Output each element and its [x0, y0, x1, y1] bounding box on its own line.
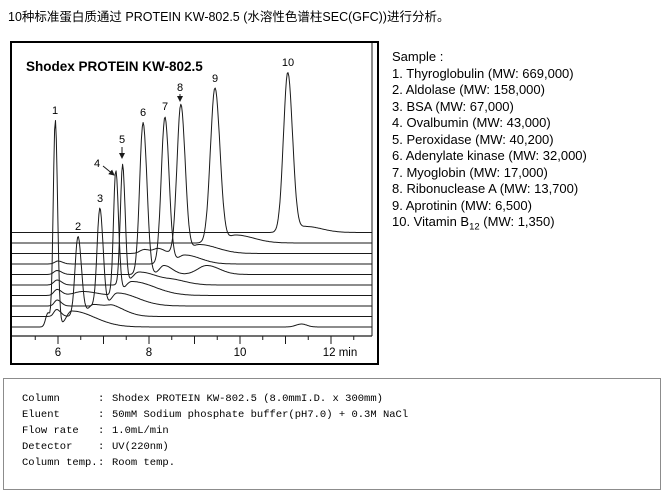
condition-label: Column temp.: [22, 457, 98, 469]
condition-value: UV(220nm): [112, 441, 169, 453]
chromatogram-trace-3: [12, 207, 372, 307]
peak-label-5: 5: [119, 134, 125, 146]
condition-value: 50mM Sodium phosphate buffer(pH7.0) + 0.…: [112, 409, 409, 421]
sample-item: 8. Ribonuclease A (MW: 13,700): [392, 181, 579, 196]
conditions-table: Column: Shodex PROTEIN KW-802.5 (8.0mmI.D…: [3, 378, 661, 490]
chromatogram-trace-8: [12, 103, 372, 254]
condition-separator: :: [98, 393, 105, 405]
chromatogram-panel: 6 8 10 12 min 1 2 3 4 5 6 7 8 9 10 Shodex PROTEIN KW-8…: [10, 41, 379, 365]
peak-label-10: 10: [282, 57, 294, 69]
condition-separator: :: [98, 441, 105, 453]
x-axis-tick-label: 6: [55, 347, 61, 359]
sample-item: 5. Peroxidase (MW: 40,200): [392, 131, 554, 147]
conditions-row: Eluent:50mM Sodium phosphate buffer(pH7.…: [22, 407, 660, 423]
sample-item: 1. Thyroglobulin (MW: 669,000): [392, 65, 574, 81]
chart-title: Shodex PROTEIN KW-802.5: [26, 59, 203, 74]
peak-label-7: 7: [162, 101, 168, 113]
sample-list: 1. Thyroglobulin (MW: 669,000) 2. Aldolas…: [392, 65, 664, 233]
peak-label-1: 1: [52, 105, 58, 117]
sample-item: 3. BSA (MW: 67,000): [392, 98, 514, 114]
x-axis-tick-label: 12 min: [323, 347, 358, 359]
sample-item: 7. Myoglobin (MW: 17,000): [392, 164, 548, 180]
sample-list-header: Sample :: [392, 49, 444, 64]
sample-item: 6. Adenylate kinase (MW: 32,000): [392, 148, 587, 163]
condition-label: Column: [22, 393, 60, 405]
peak-label-9: 9: [212, 73, 218, 85]
condition-value: 1.0mL/min: [112, 425, 169, 437]
condition-value: Shodex PROTEIN KW-802.5 (8.0mmI.D. x 300…: [112, 393, 383, 405]
peak-label-2: 2: [75, 221, 81, 233]
condition-label: Detector: [22, 441, 73, 453]
conditions-row: Detector: UV(220nm): [22, 439, 660, 455]
peak-label-8: 8: [177, 82, 183, 94]
chromatogram-trace-5: [12, 163, 372, 286]
sample-item: 2. Aldolase (MW: 158,000): [392, 82, 545, 97]
condition-separator: :: [98, 457, 105, 469]
peak-label-6: 6: [140, 107, 146, 119]
conditions-row: Column: Shodex PROTEIN KW-802.5 (8.0mmI.D…: [22, 391, 660, 407]
sample-list-panel: Sample : 1. Thyroglobulin (MW: 669,000) 2…: [392, 49, 664, 233]
sample-item: 9. Aprotinin (MW: 6,500): [392, 197, 532, 213]
chromatogram-trace-2: [12, 236, 372, 317]
conditions-row: Column temp.: Room temp.: [22, 455, 660, 471]
page-title: 10种标准蛋白质通过 PROTEIN KW-802.5 (水溶性色谱柱SEC(G…: [8, 10, 450, 24]
peak-label-4: 4: [94, 158, 100, 170]
condition-separator: :: [98, 425, 105, 437]
condition-label: Eluent: [22, 409, 60, 421]
chromatogram-trace-1: [12, 120, 372, 328]
chromatogram-trace-4: [12, 170, 372, 296]
condition-label: Flow rate: [22, 425, 79, 437]
chromatogram-trace-9: [12, 87, 372, 244]
x-axis-tick-label: 8: [146, 347, 152, 359]
conditions-row: Flow rate:1.0mL/min: [22, 423, 660, 439]
x-axis-tick-label: 10: [234, 347, 247, 359]
chromatogram-trace-6: [12, 122, 372, 275]
chromatogram-trace-7: [12, 116, 372, 265]
sample-item: 10. Vitamin B12 (MW: 1,350): [392, 214, 555, 233]
peak-label-3: 3: [97, 193, 103, 205]
condition-value: Room temp.: [112, 457, 176, 469]
peak-arrow-4: [102, 165, 115, 176]
chromatogram-trace-10: [12, 72, 372, 233]
sample-item: 4. Ovalbumin (MW: 43,000): [392, 115, 551, 130]
condition-separator: :: [98, 409, 105, 421]
